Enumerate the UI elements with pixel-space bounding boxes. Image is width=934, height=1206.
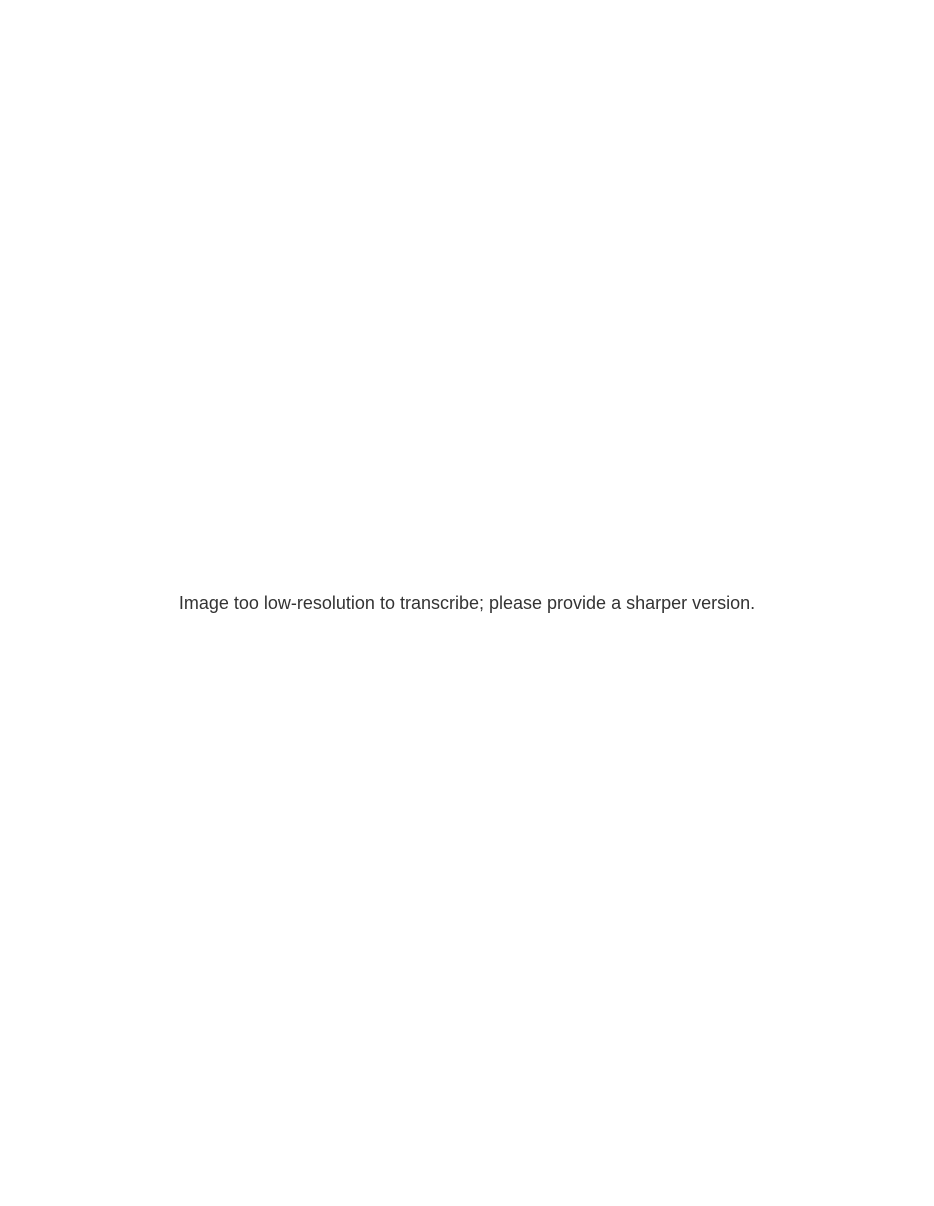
notice: Image too low-resolution to transcribe; …: [178, 592, 756, 613]
